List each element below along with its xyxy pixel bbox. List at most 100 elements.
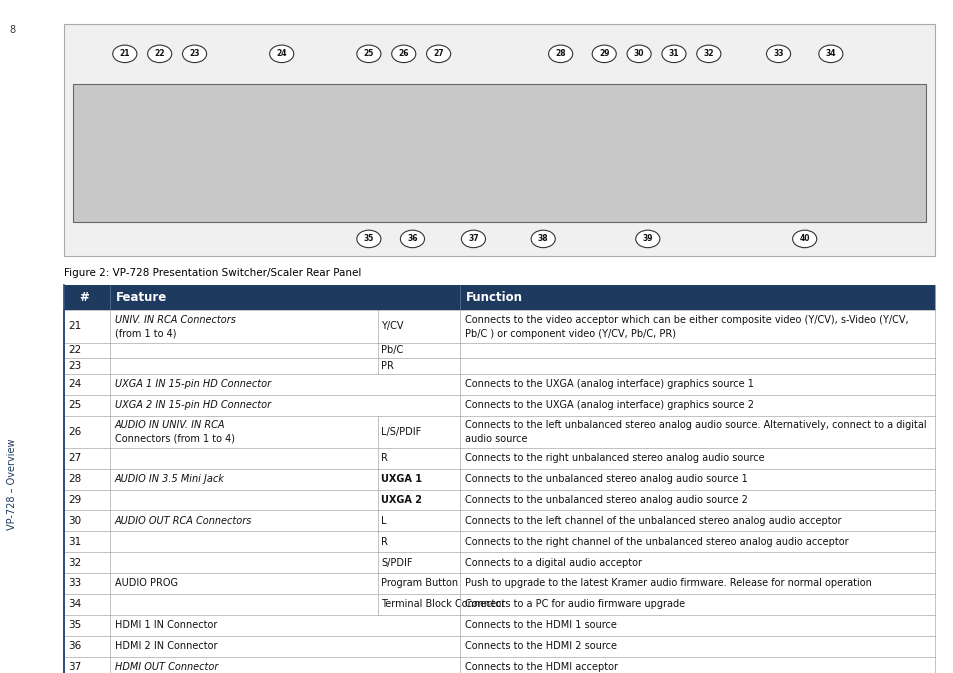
Circle shape bbox=[148, 45, 172, 63]
Circle shape bbox=[270, 45, 294, 63]
Text: Feature: Feature bbox=[115, 291, 167, 304]
Bar bbox=[64, 358, 935, 374]
Text: #: # bbox=[80, 291, 90, 304]
Text: 35: 35 bbox=[363, 234, 374, 244]
Text: 34: 34 bbox=[824, 49, 835, 59]
Text: 39: 39 bbox=[642, 234, 653, 244]
Circle shape bbox=[548, 45, 572, 63]
Circle shape bbox=[531, 230, 555, 248]
Text: 32: 32 bbox=[703, 49, 714, 59]
Bar bbox=[64, 573, 935, 594]
Text: Connects to the HDMI 1 source: Connects to the HDMI 1 source bbox=[464, 621, 617, 630]
Circle shape bbox=[696, 45, 720, 63]
Text: Connects to a digital audio acceptor: Connects to a digital audio acceptor bbox=[464, 558, 641, 567]
Text: Connectors (from 1 to 4): Connectors (from 1 to 4) bbox=[114, 434, 234, 444]
Text: 27: 27 bbox=[69, 454, 82, 463]
Bar bbox=[64, 635, 935, 657]
Text: 26: 26 bbox=[69, 427, 82, 437]
Bar bbox=[64, 468, 935, 490]
Text: 38: 38 bbox=[537, 234, 548, 244]
Text: R: R bbox=[381, 537, 388, 546]
Circle shape bbox=[356, 45, 380, 63]
Text: 23: 23 bbox=[189, 49, 199, 59]
Circle shape bbox=[661, 45, 685, 63]
Text: 27: 27 bbox=[433, 49, 443, 59]
Text: Connects to the right unbalanced stereo analog audio source: Connects to the right unbalanced stereo … bbox=[464, 454, 764, 463]
Text: Program Button: Program Button bbox=[381, 579, 458, 588]
Circle shape bbox=[592, 45, 616, 63]
Text: HDMI OUT Connector: HDMI OUT Connector bbox=[114, 662, 218, 672]
Circle shape bbox=[356, 230, 380, 248]
Text: 31: 31 bbox=[69, 537, 82, 546]
Text: Connects to the video acceptor which can be either composite video (Y/CV), s-Vid: Connects to the video acceptor which can… bbox=[464, 315, 907, 325]
Text: 37: 37 bbox=[69, 662, 82, 672]
Text: L/S/PDIF: L/S/PDIF bbox=[381, 427, 421, 437]
Text: 30: 30 bbox=[69, 516, 81, 526]
Text: R: R bbox=[381, 454, 388, 463]
Text: 25: 25 bbox=[69, 400, 82, 410]
Text: 24: 24 bbox=[276, 49, 287, 59]
Text: 24: 24 bbox=[69, 380, 82, 389]
Text: VP-728 – Overview: VP-728 – Overview bbox=[8, 439, 17, 530]
Bar bbox=[64, 24, 935, 256]
Text: Terminal Block Connector: Terminal Block Connector bbox=[381, 600, 505, 609]
Text: 31: 31 bbox=[668, 49, 679, 59]
Bar bbox=[64, 310, 935, 343]
Text: Pb/C: Pb/C bbox=[381, 345, 403, 355]
Text: 32: 32 bbox=[69, 558, 82, 567]
Circle shape bbox=[792, 230, 816, 248]
Text: Connects to the UXGA (analog interface) graphics source 1: Connects to the UXGA (analog interface) … bbox=[464, 380, 753, 389]
Text: HDMI 1 IN Connector: HDMI 1 IN Connector bbox=[114, 621, 216, 630]
Text: audio source: audio source bbox=[464, 434, 527, 444]
Circle shape bbox=[182, 45, 207, 63]
Text: PR: PR bbox=[381, 361, 394, 371]
Text: (from 1 to 4): (from 1 to 4) bbox=[114, 328, 176, 339]
Text: 23: 23 bbox=[69, 361, 82, 371]
Text: AUDIO PROG: AUDIO PROG bbox=[114, 579, 177, 588]
Text: Function: Function bbox=[465, 291, 522, 304]
Text: UXGA 1: UXGA 1 bbox=[381, 474, 422, 484]
Bar bbox=[64, 416, 935, 448]
Text: HDMI 2 IN Connector: HDMI 2 IN Connector bbox=[114, 641, 217, 651]
Text: 36: 36 bbox=[69, 641, 82, 651]
Text: S/PDIF: S/PDIF bbox=[381, 558, 413, 567]
Text: Connects to the HDMI 2 source: Connects to the HDMI 2 source bbox=[464, 641, 617, 651]
Text: UNIV. IN RCA Connectors: UNIV. IN RCA Connectors bbox=[114, 315, 235, 325]
Text: Connects to the left unbalanced stereo analog audio source. Alternatively, conne: Connects to the left unbalanced stereo a… bbox=[464, 420, 925, 430]
Bar bbox=[64, 657, 935, 673]
Circle shape bbox=[635, 230, 659, 248]
Text: AUDIO OUT RCA Connectors: AUDIO OUT RCA Connectors bbox=[114, 516, 252, 526]
Bar bbox=[64, 490, 935, 511]
Text: 8: 8 bbox=[10, 26, 15, 35]
Bar bbox=[1, 7, 24, 54]
Text: 28: 28 bbox=[69, 474, 82, 484]
Circle shape bbox=[765, 45, 790, 63]
Text: L: L bbox=[381, 516, 386, 526]
Bar bbox=[64, 343, 935, 358]
Text: 33: 33 bbox=[69, 579, 82, 588]
Bar bbox=[64, 374, 935, 394]
Text: 26: 26 bbox=[398, 49, 409, 59]
Text: Figure 2: VP-728 Presentation Switcher/Scaler Rear Panel: Figure 2: VP-728 Presentation Switcher/S… bbox=[64, 268, 361, 278]
Bar bbox=[64, 448, 935, 469]
Text: 36: 36 bbox=[407, 234, 417, 244]
Text: 21: 21 bbox=[119, 49, 130, 59]
Bar bbox=[64, 394, 935, 416]
Bar bbox=[64, 552, 935, 573]
Text: Connects to the HDMI acceptor: Connects to the HDMI acceptor bbox=[464, 662, 618, 672]
Text: UXGA 2 IN 15-pin HD Connector: UXGA 2 IN 15-pin HD Connector bbox=[114, 400, 271, 410]
Text: UXGA 2: UXGA 2 bbox=[381, 495, 422, 505]
Text: 40: 40 bbox=[799, 234, 809, 244]
Text: 28: 28 bbox=[555, 49, 565, 59]
Bar bbox=[64, 511, 935, 532]
Text: UXGA 1 IN 15-pin HD Connector: UXGA 1 IN 15-pin HD Connector bbox=[114, 380, 271, 389]
Text: Connects to the left channel of the unbalanced stereo analog audio acceptor: Connects to the left channel of the unba… bbox=[464, 516, 841, 526]
Text: 21: 21 bbox=[69, 322, 82, 331]
Circle shape bbox=[626, 45, 651, 63]
Text: Connects to a PC for audio firmware upgrade: Connects to a PC for audio firmware upgr… bbox=[464, 600, 684, 609]
Circle shape bbox=[461, 230, 485, 248]
Text: Connects to the unbalanced stereo analog audio source 2: Connects to the unbalanced stereo analog… bbox=[464, 495, 747, 505]
Circle shape bbox=[392, 45, 416, 63]
Text: 29: 29 bbox=[69, 495, 82, 505]
Text: Y/CV: Y/CV bbox=[381, 322, 403, 331]
